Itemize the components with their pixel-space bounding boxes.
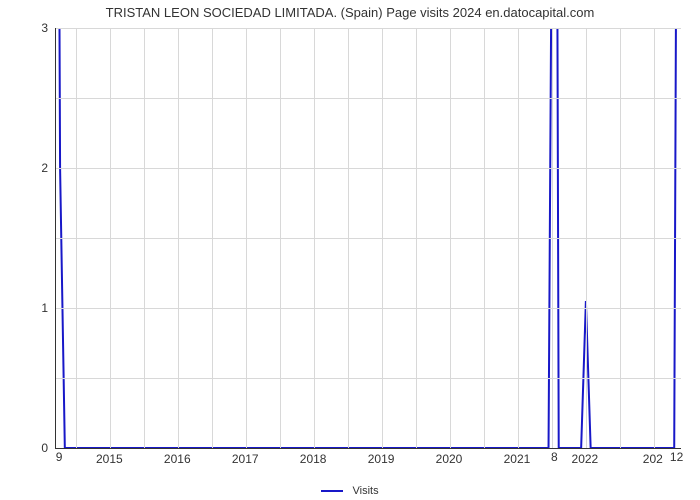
legend-swatch <box>321 490 343 492</box>
y-tick-label: 2 <box>28 161 48 175</box>
grid-line <box>450 28 451 448</box>
legend-label: Visits <box>352 485 378 497</box>
grid-line <box>552 28 553 448</box>
y-tick-label: 1 <box>28 301 48 315</box>
grid-line <box>56 308 681 309</box>
grid-line <box>654 28 655 448</box>
grid-line <box>280 28 281 448</box>
visits-chart: TRISTAN LEON SOCIEDAD LIMITADA. (Spain) … <box>0 0 700 500</box>
grid-line <box>246 28 247 448</box>
grid-line <box>518 28 519 448</box>
grid-line <box>144 28 145 448</box>
grid-line <box>484 28 485 448</box>
grid-line <box>56 168 681 169</box>
grid-line <box>56 238 681 239</box>
grid-line <box>56 378 681 379</box>
grid-line <box>212 28 213 448</box>
grid-line <box>586 28 587 448</box>
grid-line <box>314 28 315 448</box>
x-tick-label: 2019 <box>368 452 395 466</box>
legend: Visits <box>0 485 700 497</box>
grid-line <box>620 28 621 448</box>
grid-line <box>416 28 417 448</box>
overflow-value-label: 8 <box>551 450 558 464</box>
x-tick-label: 202 <box>643 452 663 466</box>
plot-area <box>55 28 681 449</box>
grid-line <box>110 28 111 448</box>
x-tick-label: 2022 <box>572 452 599 466</box>
x-tick-label: 2017 <box>232 452 259 466</box>
overflow-value-label: 9 <box>56 450 63 464</box>
x-tick-label: 2021 <box>504 452 531 466</box>
grid-line <box>76 28 77 448</box>
y-tick-label: 3 <box>28 21 48 35</box>
x-tick-label: 2015 <box>96 452 123 466</box>
grid-line <box>382 28 383 448</box>
grid-line <box>348 28 349 448</box>
x-tick-label: 2020 <box>436 452 463 466</box>
x-tick-label: 2016 <box>164 452 191 466</box>
overflow-value-label: 12 <box>670 450 683 464</box>
grid-line <box>56 28 681 29</box>
y-tick-label: 0 <box>28 441 48 455</box>
grid-line <box>178 28 179 448</box>
x-tick-label: 2018 <box>300 452 327 466</box>
chart-title: TRISTAN LEON SOCIEDAD LIMITADA. (Spain) … <box>0 5 700 20</box>
grid-line <box>56 98 681 99</box>
